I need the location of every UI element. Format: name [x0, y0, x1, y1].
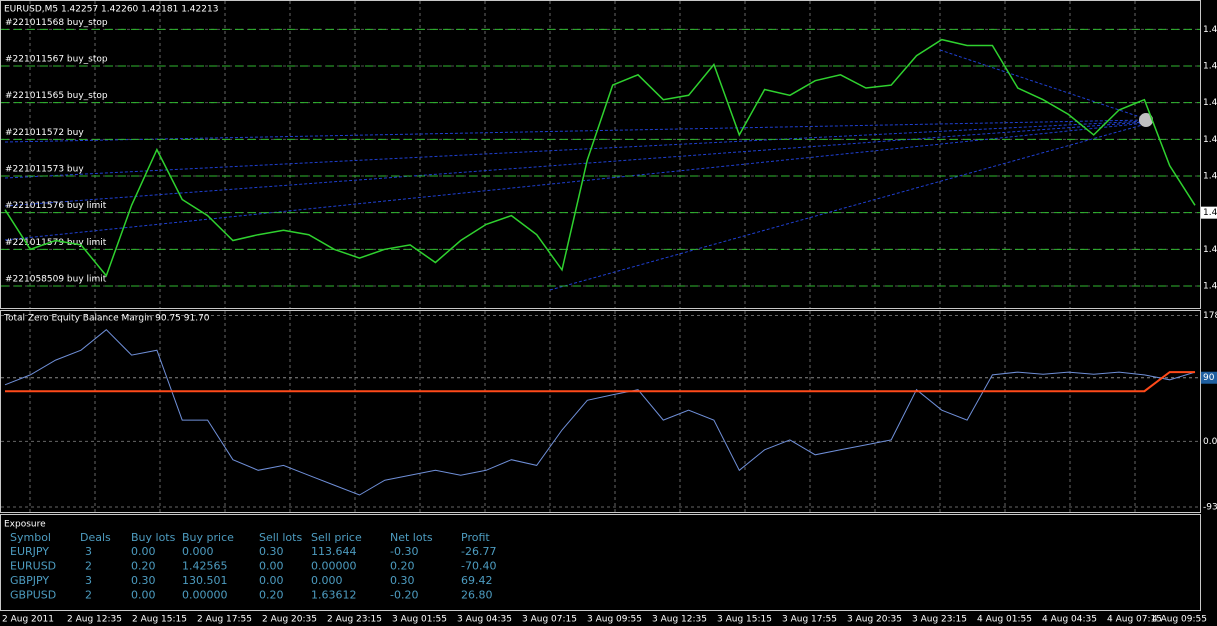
table-cell: GBPJPY: [10, 574, 49, 587]
y-tick-label: 1.4: [1203, 282, 1217, 292]
y-tick-label: 1.4: [1203, 25, 1217, 35]
order-label: #221011576 buy limit: [5, 201, 107, 211]
x-tick-label: 2 Aug 12:35: [67, 615, 122, 625]
x-tick-label: 3 Aug 01:55: [392, 615, 447, 625]
order-label: #221058509 buy limit: [5, 275, 107, 285]
table-cell: 3: [85, 545, 92, 558]
current-label: 90: [1203, 373, 1215, 383]
column-header: Buy price: [182, 531, 234, 544]
table-cell: 0.00: [131, 545, 156, 558]
x-tick-label: 2 Aug 17:55: [197, 615, 252, 625]
x-tick-label: 2 Aug 2011: [2, 615, 54, 625]
table-cell: 0.000: [311, 574, 343, 587]
table-cell: 0.20: [259, 589, 284, 602]
y-tick-label: 1.4: [1203, 172, 1217, 182]
table-cell: 0.00: [259, 560, 284, 573]
table-cell: 130.501: [182, 574, 228, 587]
grid: [1, 1, 1200, 512]
column-header: Symbol: [10, 531, 51, 544]
table-cell: 0.00000: [182, 589, 228, 602]
y-tick-label: -93: [1203, 503, 1217, 513]
x-tick-label: 3 Aug 20:35: [847, 615, 902, 625]
y-tick-label: 0.0: [1203, 437, 1217, 447]
indicator-panel: [0, 310, 1201, 513]
order-label: #221011565 buy_stop: [5, 91, 108, 101]
order-label: #221011572 buy: [5, 128, 84, 138]
column-header: Profit: [461, 531, 490, 544]
table-cell: 0.00000: [311, 560, 357, 573]
table-cell: 0.30: [259, 545, 284, 558]
table-cell: 2: [85, 560, 92, 573]
price-panel: [0, 0, 1201, 309]
current-box: [1201, 371, 1217, 384]
price-line: [4, 38, 1196, 278]
order-label: #221011573 buy: [5, 165, 84, 175]
x-tick-label: 3 Aug 04:35: [457, 615, 512, 625]
column-header: Sell lots: [259, 531, 302, 544]
x-tick-label: 3 Aug 07:15: [522, 615, 577, 625]
table-cell: 2: [85, 589, 92, 602]
indicator-line: [4, 329, 1196, 496]
order-label: #221011568 buy_stop: [5, 18, 108, 28]
table-cell: 0.20: [390, 560, 415, 573]
x-tick-label: 4 Aug 01:55: [977, 615, 1032, 625]
x-tick-label: 4 Aug 09:55: [1152, 615, 1207, 625]
x-tick-label: 3 Aug 15:15: [717, 615, 772, 625]
y-tick-label: 178: [1203, 311, 1217, 321]
x-tick-label: 2 Aug 15:15: [132, 615, 187, 625]
cursor-marker: [1139, 113, 1153, 127]
column-header: Net lots: [390, 531, 433, 544]
column-header: Deals: [80, 531, 111, 544]
exposure-title: Exposure: [4, 520, 46, 530]
table-cell: 0.000: [182, 545, 214, 558]
y-tick-label: 1.4: [1203, 98, 1217, 108]
table-cell: EURJPY: [10, 545, 49, 558]
table-cell: 0.20: [131, 560, 156, 573]
table-cell: 3: [85, 574, 92, 587]
table-cell: 113.644: [311, 545, 357, 558]
indicator-line: [5, 371, 1195, 393]
table-cell: 0.30: [131, 574, 156, 587]
y-tick-label: 1.4: [1203, 135, 1217, 145]
y-tick-label: 1.4: [1203, 245, 1217, 255]
table-cell: EURUSD: [10, 560, 56, 573]
x-tick-label: 4 Aug 07:15: [1107, 615, 1162, 625]
table-cell: 1.63612: [311, 589, 357, 602]
exposure-panel: [0, 514, 1201, 611]
table-cell: 0.00: [131, 589, 156, 602]
x-tick-label: 3 Aug 17:55: [782, 615, 837, 625]
x-tick-label: 3 Aug 12:35: [652, 615, 707, 625]
table-cell: 0.30: [390, 574, 415, 587]
x-tick-label: 3 Aug 23:15: [912, 615, 967, 625]
y-tick-label: 1.4: [1203, 62, 1217, 72]
x-tick-label: 4 Aug 04:35: [1042, 615, 1097, 625]
column-header: Sell price: [311, 531, 362, 544]
order-label: #221011567 buy_stop: [5, 55, 108, 65]
order-links: [4, 49, 1147, 291]
table-cell: -26.77: [461, 545, 496, 558]
table-cell: GBPUSD: [10, 589, 56, 602]
table-cell: -70.40: [461, 560, 496, 573]
table-cell: 0.00: [259, 574, 284, 587]
table-cell: -0.30: [390, 545, 418, 558]
x-tick-label: 3 Aug 09:55: [587, 615, 642, 625]
last-price-box: [1201, 206, 1217, 219]
order-label: #221011579 buy limit: [5, 238, 107, 248]
x-tick-label: 2 Aug 23:15: [327, 615, 382, 625]
chart-title: EURUSD,M5 1.42257 1.42260 1.42181 1.4221…: [4, 5, 218, 15]
last-price-label: 1.4: [1203, 208, 1217, 218]
table-cell: -0.20: [390, 589, 418, 602]
table-cell: 26.80: [461, 589, 493, 602]
table-cell: 69.42: [461, 574, 493, 587]
x-tick-label: 2 Aug 20:35: [262, 615, 317, 625]
column-header: Buy lots: [131, 531, 176, 544]
indicator-title: Total Zero Equity Balance Margin 90.75 9…: [3, 314, 210, 324]
table-cell: 1.42565: [182, 560, 228, 573]
